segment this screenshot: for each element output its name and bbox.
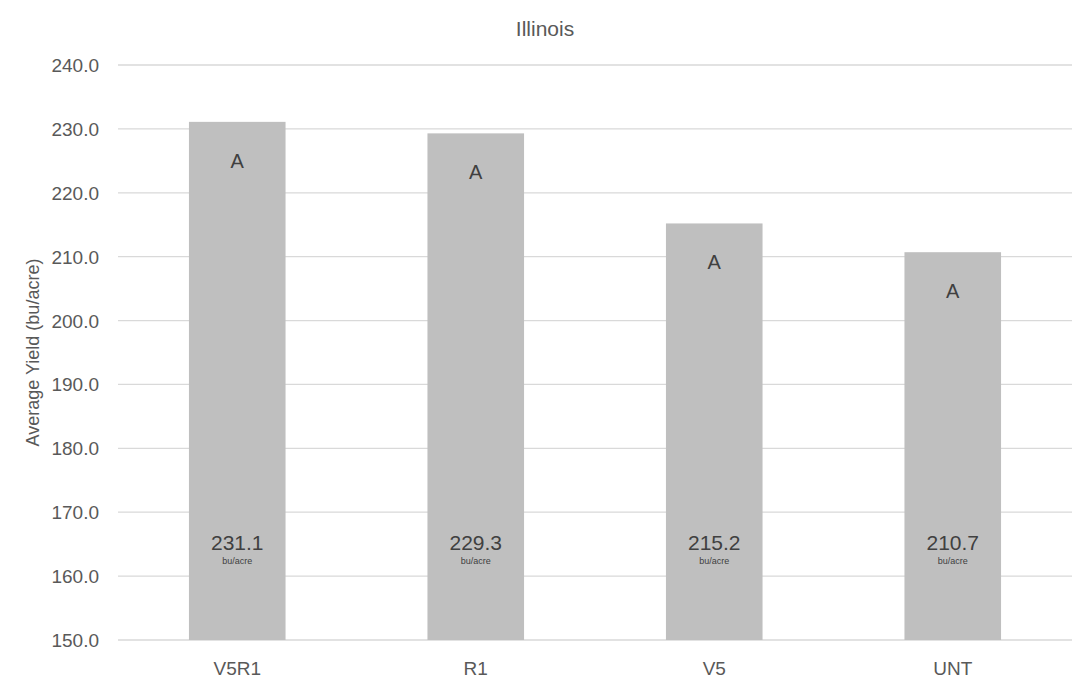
- x-tick-label: V5R1: [213, 658, 261, 679]
- grid: [118, 65, 1072, 640]
- data-label-unit: bu/acre: [222, 556, 252, 566]
- data-label: 215.2: [688, 531, 741, 554]
- y-tick-label: 210.0: [51, 247, 99, 268]
- data-label: 229.3: [449, 531, 502, 554]
- y-tick-label: 220.0: [51, 183, 99, 204]
- x-tick-label: UNT: [933, 658, 972, 679]
- bar: [427, 133, 524, 640]
- bar: [666, 223, 763, 640]
- annotation: A: [231, 150, 245, 172]
- y-axis-label: Average Yield (bu/acre): [23, 259, 43, 447]
- y-tick-label: 170.0: [51, 502, 99, 523]
- annotation: A: [946, 280, 960, 302]
- annotation: A: [708, 251, 722, 273]
- x-tick-label: R1: [464, 658, 488, 679]
- labels: A 231.1 bu/acre A 229.3 bu/acre A 215.2 bu/acre A…: [211, 150, 979, 566]
- y-tick-label: 180.0: [51, 438, 99, 459]
- data-label: 210.7: [926, 531, 979, 554]
- grid-line: [118, 64, 1072, 65]
- y-tick-label: 150.0: [51, 630, 99, 651]
- y-tick-label: 230.0: [51, 119, 99, 140]
- data-label-unit: bu/acre: [461, 556, 491, 566]
- title: Illinois: [516, 17, 574, 40]
- data-label: 231.1: [211, 531, 264, 554]
- chart: Illinois Average Yield (bu/acre) 150.0 160.…: [0, 0, 1090, 692]
- y-tick-label: 190.0: [51, 374, 99, 395]
- bars: [189, 122, 1001, 640]
- data-label-unit: bu/acre: [938, 556, 968, 566]
- y-tick-label: 160.0: [51, 566, 99, 587]
- x-tick-label: V5: [703, 658, 726, 679]
- bar: [189, 122, 286, 640]
- data-label-unit: bu/acre: [699, 556, 729, 566]
- annotation: A: [469, 161, 483, 183]
- y-tick-label: 200.0: [51, 311, 99, 332]
- y-tick-label: 240.0: [51, 55, 99, 76]
- bar: [904, 252, 1001, 640]
